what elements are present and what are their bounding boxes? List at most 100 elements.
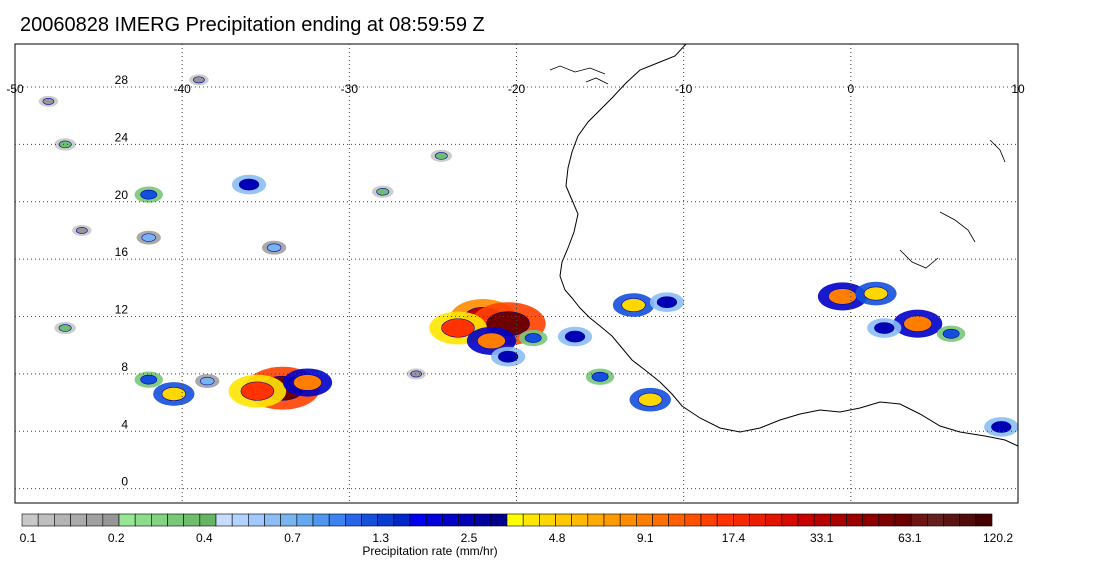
coastal-fragment — [549, 65, 609, 85]
colorbar-swatch — [215, 513, 233, 527]
colorbar-swatch — [134, 513, 152, 527]
colorbar-swatch — [312, 513, 330, 527]
longitude-label: -30 — [341, 82, 359, 96]
colorbar-tick-label: 0.7 — [284, 531, 301, 545]
precip-cell — [441, 318, 475, 338]
colorbar-tick-label: 63.1 — [898, 531, 922, 545]
latitude-label: 24 — [115, 130, 129, 144]
colorbar-swatch — [506, 513, 524, 527]
precip-cell — [58, 140, 72, 149]
colorbar-swatch — [118, 513, 136, 527]
precip-cell — [991, 421, 1012, 433]
precip-cell — [524, 333, 542, 343]
precip-cell — [266, 243, 282, 252]
colorbar-swatch — [765, 513, 783, 527]
colorbar-swatch — [199, 513, 217, 527]
colorbar-swatch — [264, 513, 281, 527]
coastline — [549, 44, 1018, 447]
colorbar-swatch — [37, 513, 55, 527]
colorbar-swatch — [522, 513, 540, 527]
colorbar-swatch — [959, 513, 977, 527]
coastal-fragment — [899, 249, 939, 269]
colorbar-swatch — [878, 513, 896, 527]
precip-cell — [410, 370, 423, 378]
colorbar-swatch — [619, 513, 637, 527]
precip-cell — [874, 322, 895, 334]
colorbar-swatch — [943, 513, 960, 527]
colorbar-tick-label: 33.1 — [809, 531, 834, 545]
colorbar-swatch — [377, 513, 395, 527]
colorbar-tick-label: 17.4 — [721, 531, 746, 545]
latitude-label: 4 — [121, 417, 128, 431]
colorbar-swatch — [813, 513, 831, 527]
colorbar-swatch — [231, 513, 249, 527]
precip-cell — [903, 315, 933, 332]
map-title: 20060828 IMERG Precipitation ending at 0… — [20, 14, 485, 36]
precip-cell — [656, 296, 678, 309]
colorbar-swatch — [70, 513, 87, 527]
colorbar-swatch — [910, 513, 928, 527]
colorbar-swatch — [345, 513, 362, 527]
precip-cell — [240, 381, 275, 401]
precip-cell — [293, 374, 322, 391]
precip-cell — [193, 76, 205, 84]
latitude-label: 8 — [121, 360, 128, 374]
colorbar-swatch — [458, 513, 475, 527]
colorbar-swatch — [21, 513, 39, 527]
precip-cell — [863, 286, 889, 301]
latitude-label: 0 — [121, 475, 128, 489]
latitude-label: 12 — [115, 303, 129, 317]
colorbar-swatch — [975, 513, 993, 527]
colorbar-swatch — [733, 513, 750, 527]
colorbar-swatch — [846, 513, 863, 527]
colorbar-swatch — [248, 513, 265, 527]
colorbar-tick-label: 0.1 — [19, 531, 37, 545]
colorbar-swatch — [781, 513, 799, 527]
colorbar-swatch — [668, 513, 686, 527]
colorbar — [21, 513, 993, 527]
colorbar-swatch — [393, 513, 411, 527]
colorbar-swatch — [749, 513, 766, 527]
colorbar-swatch — [474, 513, 492, 527]
colorbar-swatch — [700, 513, 718, 527]
longitude-label: -20 — [508, 82, 526, 96]
colorbar-tick-label: 9.1 — [636, 531, 654, 545]
colorbar-tick-label: 2.5 — [460, 531, 478, 545]
colorbar-swatch — [716, 513, 734, 527]
colorbar-swatch — [102, 513, 120, 527]
precip-cell — [376, 187, 390, 196]
colorbar-swatch — [636, 513, 653, 527]
coastal-fragment — [939, 139, 1006, 243]
colorbar-swatch — [927, 513, 944, 527]
precip-cell — [161, 387, 186, 401]
colorbar-swatch — [684, 513, 702, 527]
graticule — [15, 44, 1018, 503]
precip-cell — [564, 330, 586, 343]
colorbar-swatch — [86, 513, 104, 527]
precip-cell — [141, 233, 156, 242]
colorbar-swatch — [894, 513, 912, 527]
colorbar-swatch — [797, 513, 815, 527]
colorbar-swatch — [490, 513, 508, 527]
precip-cell — [638, 392, 663, 407]
precip-cell — [76, 227, 88, 234]
precip-cell — [140, 374, 158, 385]
longitude-label: 10 — [1011, 82, 1025, 96]
precip-cell — [477, 332, 506, 350]
precip-cell — [621, 298, 646, 313]
colorbar-tick-label: 120.2 — [982, 531, 1014, 545]
latitude-label: 16 — [115, 245, 129, 259]
colorbar-swatch — [183, 513, 201, 527]
precip-cell — [200, 376, 215, 386]
latitude-label: 28 — [115, 73, 129, 87]
colorbar-swatch — [442, 513, 459, 527]
precip-cell — [434, 152, 448, 160]
colorbar-swatch — [151, 513, 168, 527]
colorbar-swatch — [425, 513, 443, 527]
precip-cell — [498, 350, 519, 363]
longitude-label: -50 — [6, 82, 24, 96]
tick-labels: -50 -40 -30 -20 -10 0 10 0 4 8 12 16 20 24 28 — [6, 73, 1025, 489]
colorbar-swatch — [652, 513, 669, 527]
colorbar-swatch — [830, 513, 847, 527]
